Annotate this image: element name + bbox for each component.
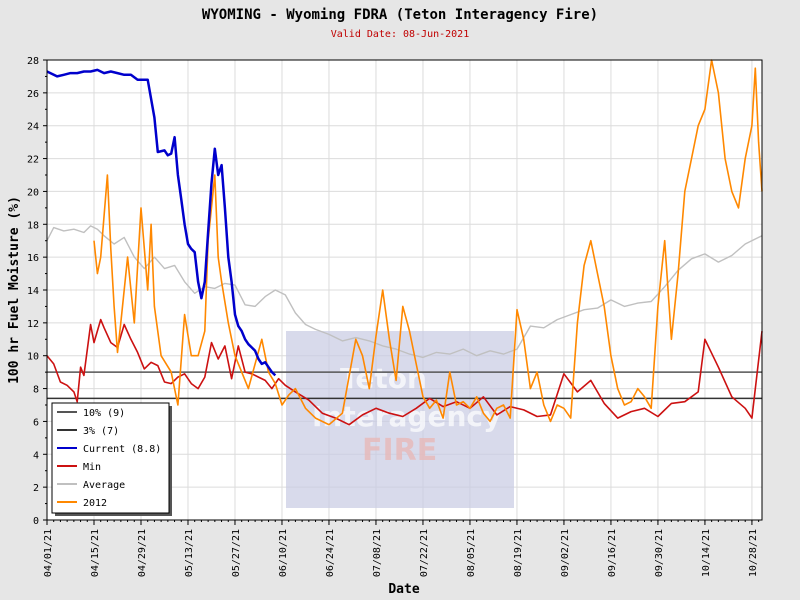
x-tick-label: 04/01/21 (43, 529, 54, 577)
legend: 10% (9) 3% (7) Current (8.8) Min Average 2012 (51, 402, 172, 516)
y-tick-label: 6 (33, 417, 39, 428)
series-line-current-8-8 (46, 68, 277, 377)
watermark-line: FIRE (362, 433, 437, 468)
legend-label: Current (8.8) (83, 444, 161, 455)
plot-frame (46, 59, 763, 521)
y-axis-title: 100 hr Fuel Moisture (%) (7, 196, 22, 384)
y-tick-label: 24 (27, 122, 39, 133)
x-tick-label: 08/19/21 (513, 529, 524, 577)
legend-box (51, 402, 170, 514)
watermark-line: Teton (340, 362, 427, 395)
y-tick-label: 18 (27, 220, 39, 231)
x-tick-label: 04/29/21 (137, 529, 148, 577)
y-tick-label: 0 (33, 516, 39, 527)
y-tick-label: 16 (27, 253, 39, 264)
y-tick-label: 20 (27, 187, 39, 198)
x-tick-label: 04/15/21 (90, 529, 101, 577)
y-tick-label: 22 (27, 155, 39, 166)
x-tick-label: 08/05/21 (466, 529, 477, 577)
legend-label: Min (83, 462, 101, 473)
y-tick-label: 12 (27, 319, 39, 330)
y-tick-label: 28 (27, 56, 39, 67)
watermark: Teton Interagency FIRE (286, 331, 514, 508)
x-tick-label: 10/28/21 (748, 529, 759, 577)
y-tick-label: 10 (27, 352, 39, 363)
x-tick-label: 05/27/21 (231, 529, 242, 577)
x-tick-label: 05/13/21 (184, 529, 195, 577)
x-tick-label: 10/14/21 (701, 529, 712, 577)
chart-subtitle: Valid Date: 08-Jun-2021 (331, 29, 469, 40)
x-tick-label: 07/22/21 (419, 529, 430, 577)
series-line-min (46, 318, 763, 426)
y-tick-label: 4 (33, 450, 39, 461)
x-tick-label: 09/02/21 (560, 529, 571, 577)
x-tick-label: 09/30/21 (654, 529, 665, 577)
chart-title: WYOMING - Wyoming FDRA (Teton Interagenc… (202, 7, 598, 23)
y-tick-label: 2 (33, 483, 39, 494)
x-tick-label: 09/16/21 (607, 529, 618, 577)
series-line-2012 (93, 59, 763, 426)
watermark-panel (286, 331, 514, 508)
x-tick-label: 06/10/21 (278, 529, 289, 577)
legend-label: 10% (9) (83, 408, 125, 419)
y-tick-label: 26 (27, 89, 39, 100)
y-tick-label: 14 (27, 286, 39, 297)
legend-label: 2012 (83, 498, 107, 509)
legend-label: 3% (7) (83, 426, 119, 437)
x-tick-label: 06/24/21 (325, 529, 336, 577)
x-tick-label: 07/08/21 (372, 529, 383, 577)
y-tick-label: 8 (33, 385, 39, 396)
legend-label: Average (83, 480, 125, 491)
x-axis-title: Date (388, 582, 419, 597)
